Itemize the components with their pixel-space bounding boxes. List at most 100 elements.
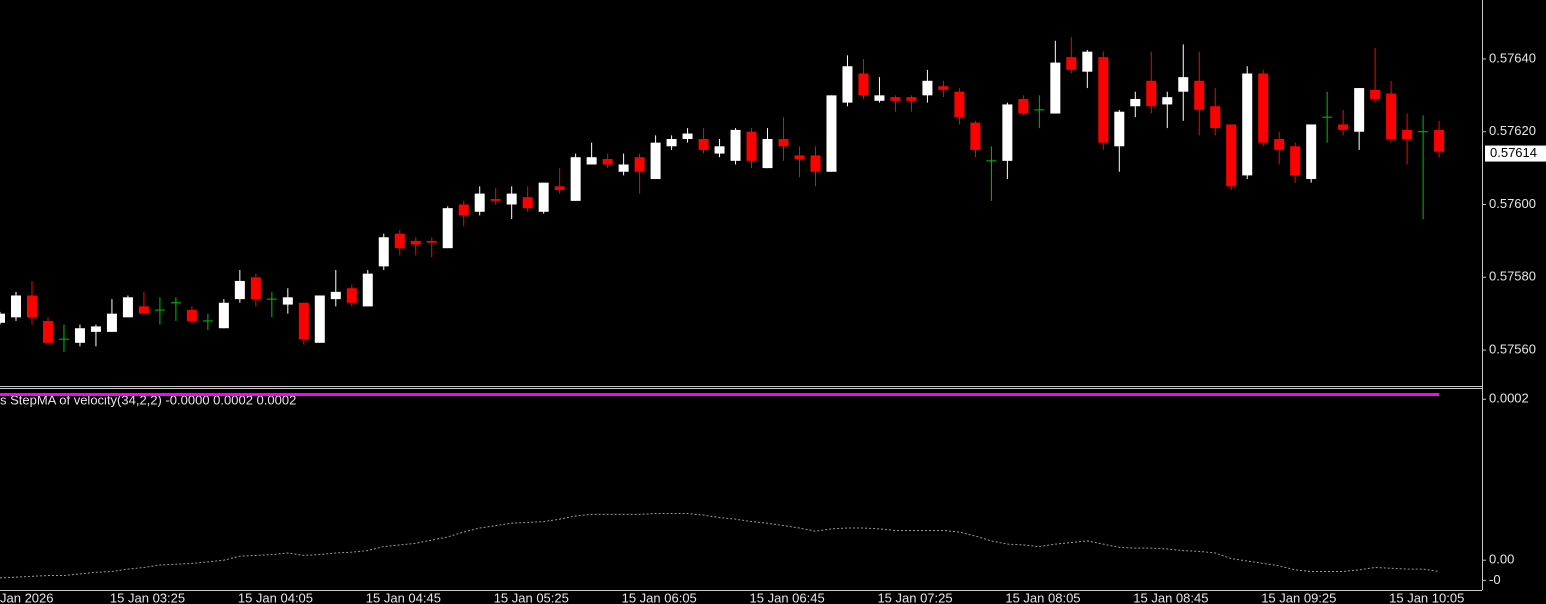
candle-body [298,302,309,340]
candle-body [874,95,885,101]
candle-body [778,139,789,147]
indicator-line [0,513,1440,579]
candle-body [1114,111,1125,147]
candle-body [474,193,485,212]
candle-body [1066,57,1077,70]
candle-body [1194,80,1205,110]
candle-body [1338,124,1349,130]
candle-body [1130,98,1141,107]
candle-body [394,233,405,249]
candle-body [234,280,245,300]
candle-body [698,139,709,150]
candle-body [810,155,821,172]
candle-body [554,186,565,190]
candle-body [890,97,901,101]
candle-body [378,237,389,267]
candle-body [1370,89,1381,99]
candle-body [634,157,645,172]
candle-body [410,240,421,245]
candle-body [746,131,757,161]
candle-body [938,86,949,90]
y-tick-label: 0.57620 [1489,123,1536,138]
candle-body [346,288,357,303]
candle-body [458,204,469,216]
candle-body [842,66,853,103]
x-tick-label: 15 Jan 06:05 [622,590,697,604]
candle-body [570,157,581,201]
x-tick-label: 15 Jan 08:05 [1005,590,1080,604]
candle-body [1274,139,1285,150]
candle-body [1290,146,1301,176]
candle-body [1306,124,1317,180]
candle-body [442,208,453,249]
candle-body [186,310,197,321]
candle-body [26,295,37,318]
candle-body [0,313,5,323]
candle-body [10,295,21,318]
candle-body [1162,97,1173,105]
candle-body [1050,62,1061,114]
candle-body [922,80,933,96]
candle-body [1354,88,1365,132]
x-tick-label: 15 Jan 04:45 [366,590,441,604]
candle-body [1386,93,1397,140]
candle-body [138,306,149,314]
y-tick-label: 0.57600 [1489,196,1536,211]
candle-body [1178,77,1189,92]
candle-body [714,146,725,154]
candle-body [106,313,117,332]
candle-body [1226,124,1237,187]
x-tick-label: 15 Jan 10:05 [1389,590,1464,604]
x-tick-label: 15 Jan 03:25 [110,590,185,604]
candle-body [826,95,837,172]
candle-body [1146,80,1157,107]
y-tick-label: 0.0002 [1489,391,1529,406]
candle-body [522,197,533,209]
candle-body [282,297,293,305]
y-tick-label: 0.00 [1489,552,1514,567]
candle-body [362,273,373,307]
candle-body [218,302,229,329]
candle-body [1098,57,1109,143]
y-tick-label: 0.57580 [1489,269,1536,284]
y-tick-label: 0.57560 [1489,342,1536,357]
candle-body [490,199,501,201]
candle-body [90,326,101,332]
candle-body [1210,106,1221,129]
x-tick-label: 15 Jan 05:25 [494,590,569,604]
candle-body [762,139,773,169]
y-tick-label: 0.57640 [1489,50,1536,65]
candle-body [1434,129,1445,152]
candle-body [682,133,693,140]
candle-body [538,182,549,212]
x-tick-label: 15 Jan 08:45 [1133,590,1208,604]
candle-body [1018,98,1029,114]
candle-body [794,155,805,160]
candle-body [618,164,629,172]
candle-body [122,297,133,318]
candle-body [42,320,53,343]
y-tick-label: -0 [1489,572,1501,587]
candle-body [1002,104,1013,161]
current-price-label: 0.57614 [1490,145,1537,160]
x-tick-label: 15 Jan 04:05 [238,590,313,604]
candle-body [650,142,661,180]
candle-body [1242,73,1253,176]
candle-body [330,291,341,300]
candle-body [954,91,965,118]
indicator-title: s StepMA of velocity(34,2,2) -0.0000 0.0… [0,392,296,407]
candle-body [970,122,981,150]
x-tick-label: 15 Jan 07:25 [877,590,952,604]
candle-body [906,97,917,101]
current-price-box [1485,145,1546,162]
x-tick-label: Jan 2026 [0,590,54,604]
candle-body [250,277,261,300]
candle-body [586,157,597,165]
candle-body [74,328,85,343]
candle-body [666,139,677,147]
candle-body [1402,129,1413,140]
candle-body [858,73,869,96]
